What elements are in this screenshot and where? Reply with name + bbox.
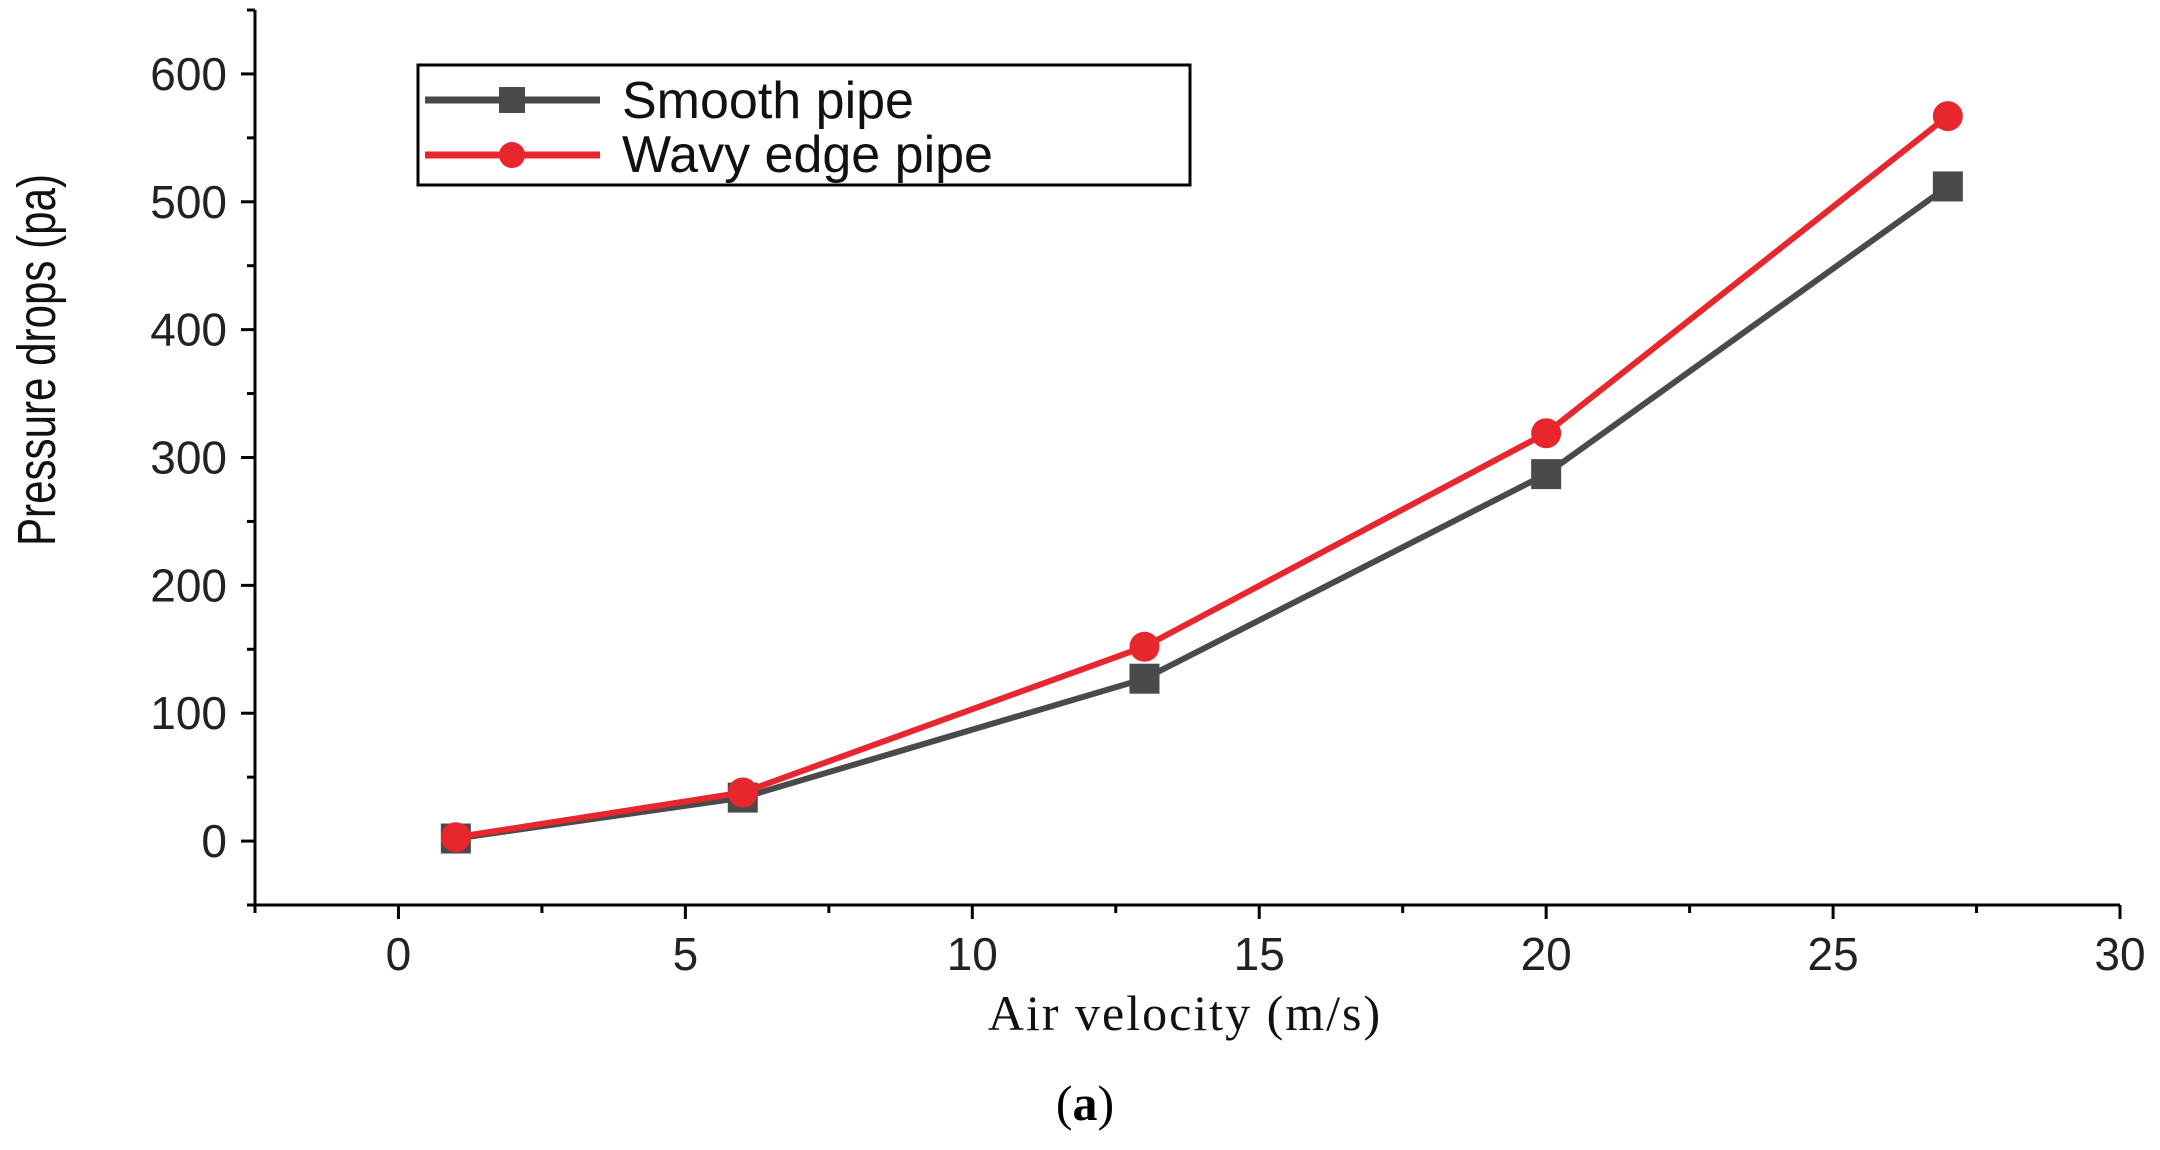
y-tick-label: 300	[150, 432, 227, 484]
y-tick-label: 0	[201, 815, 227, 867]
data-point-wavy-edge-pipe	[727, 777, 758, 808]
series-layer	[440, 101, 1963, 854]
legend-label-wavy: Wavy edge pipe	[622, 126, 993, 184]
data-point-wavy-edge-pipe	[1932, 101, 1963, 132]
y-tick-label: 100	[150, 687, 227, 739]
data-point-wavy-edge-pipe	[1531, 418, 1562, 449]
x-tick-label: 20	[1521, 928, 1572, 980]
x-tick-label: 30	[2094, 928, 2145, 980]
y-axis-label: Pressure drops (pa)	[7, 174, 67, 546]
legend-marker-smooth	[499, 87, 525, 113]
data-point-smooth-pipe	[1129, 663, 1160, 694]
ticks: 0 100 200 300 400 500 600 0 5 10 15 20 25 30	[150, 8, 2146, 980]
caption-letter: a	[1073, 1075, 1098, 1131]
series-smooth-pipe	[440, 171, 1963, 854]
legend-label-smooth: Smooth pipe	[622, 72, 914, 130]
x-tick-label: 10	[947, 928, 998, 980]
data-point-wavy-edge-pipe	[1129, 631, 1160, 662]
y-tick-label: 200	[150, 559, 227, 611]
caption-close: )	[1098, 1075, 1115, 1131]
x-tick-label: 5	[673, 928, 699, 980]
data-point-wavy-edge-pipe	[440, 822, 471, 853]
caption-open: (	[1056, 1075, 1073, 1131]
data-point-smooth-pipe	[1932, 171, 1963, 202]
series-line-smooth-pipe	[455, 184, 1950, 842]
series-line-wavy-edge-pipe	[455, 113, 1950, 841]
y-tick-label: 500	[150, 176, 227, 228]
figure-caption: (a)	[1056, 1075, 1114, 1131]
x-tick-label: 15	[1234, 928, 1285, 980]
legend-frame	[416, 63, 1192, 187]
series-wavy-edge-pipe	[440, 101, 1963, 853]
legend: Smooth pipe Wavy edge pipe	[416, 63, 1192, 187]
y-tick-label: 600	[150, 48, 227, 100]
legend-marker-wavy	[499, 142, 525, 168]
x-tick-label: 0	[386, 928, 412, 980]
y-tick-label: 400	[150, 304, 227, 356]
x-axis-label: Air velocity (m/s)	[988, 985, 1382, 1041]
data-point-smooth-pipe	[1531, 459, 1562, 490]
x-tick-label: 25	[1807, 928, 1858, 980]
